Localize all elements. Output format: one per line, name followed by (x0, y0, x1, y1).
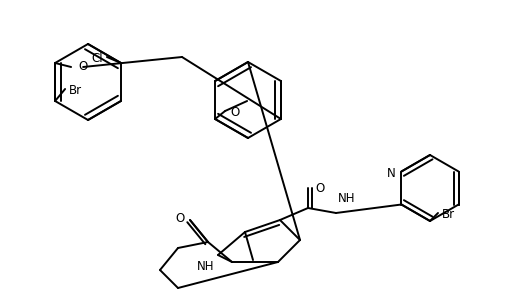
Text: O: O (315, 182, 324, 195)
Text: Br: Br (442, 208, 455, 221)
Text: NH: NH (197, 260, 214, 273)
Text: O: O (78, 60, 87, 73)
Text: Br: Br (69, 84, 82, 97)
Text: O: O (176, 212, 185, 225)
Text: O: O (230, 105, 239, 118)
Text: Cl: Cl (91, 51, 103, 64)
Text: N: N (387, 167, 396, 180)
Text: NH: NH (338, 192, 356, 205)
